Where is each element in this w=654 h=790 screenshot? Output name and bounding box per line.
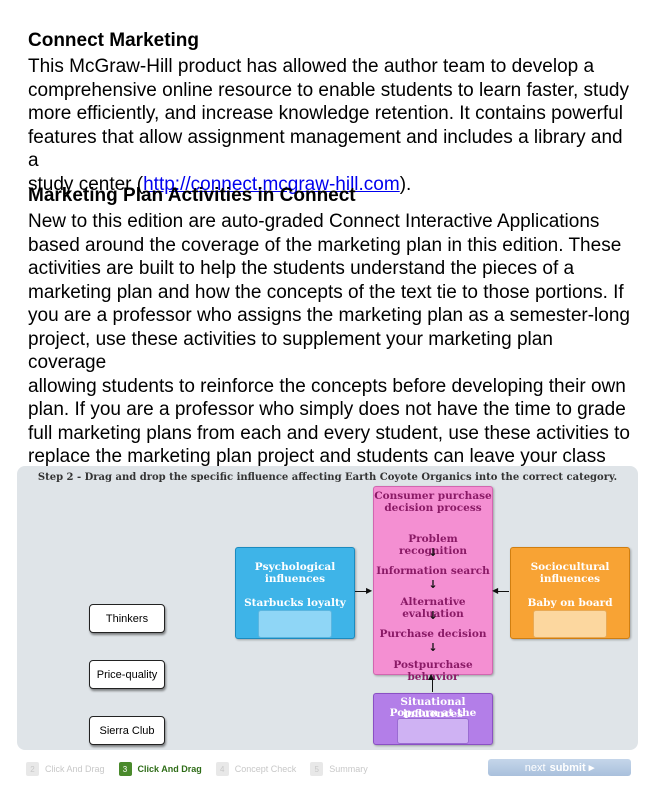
drag-drop-activity-panel: Step 2 - Drag and drop the specific infl… xyxy=(17,466,638,750)
draggable-thinkers[interactable]: Thinkers xyxy=(89,604,165,633)
paragraph-line: comprehensive online resource to enable … xyxy=(28,79,629,101)
step-label[interactable]: Click And Drag xyxy=(45,764,105,774)
step-label-current[interactable]: Click And Drag xyxy=(137,764,202,774)
psychological-title-line: Psychological xyxy=(254,561,336,573)
draggable-sierra-club[interactable]: Sierra Club xyxy=(89,716,165,745)
draggable-price-quality[interactable]: Price-quality xyxy=(89,660,165,689)
paragraph-line: more efficiently, and increase knowledge… xyxy=(28,103,623,124)
paragraph-line: replace the marketing plan project and s… xyxy=(28,446,606,467)
down-arrow-icon: ↓ xyxy=(428,609,438,622)
paragraph-line: activities are built to help the student… xyxy=(28,258,575,279)
step-number-current[interactable]: 3 xyxy=(118,762,132,776)
decision-step: Postpurchase behavior xyxy=(393,659,473,683)
paragraph-line: marketing plan and how the concepts of t… xyxy=(28,281,624,303)
submit-label: submit ▸ xyxy=(549,762,595,774)
paragraph-line: This McGraw-Hill product has allowed the… xyxy=(28,56,595,77)
sociocultural-influences-box: Sociocultural influences Baby on board xyxy=(510,547,630,639)
step-label[interactable]: Concept Check xyxy=(234,764,297,774)
psychological-item: Starbucks loyalty xyxy=(244,597,346,609)
next-submit-button[interactable]: next submit ▸ xyxy=(488,759,631,776)
paragraph-connect-marketing: This McGraw-Hill product has allowed the… xyxy=(28,55,634,196)
step-label[interactable]: Summary xyxy=(329,764,368,774)
left-arrow-icon: ◀ xyxy=(492,586,499,595)
connector-line xyxy=(355,591,370,592)
paragraph-marketing-plan-activities: New to this edition are auto-graded Conn… xyxy=(28,210,634,492)
paragraph-line: plan. If you are a professor who simply … xyxy=(28,399,626,420)
sociocultural-item: Baby on board xyxy=(527,597,613,609)
connect-link[interactable]: http://connect.mcgraw-hill.com xyxy=(143,173,400,195)
section-title-connect-marketing: Connect Marketing xyxy=(28,30,200,51)
consumer-title-line: decision process xyxy=(384,502,482,514)
paragraph-line: you are a professor who assigns the mark… xyxy=(28,305,630,326)
up-arrow-icon: ▲ xyxy=(428,672,435,681)
paragraph-line: full marketing plans from each and every… xyxy=(28,422,630,444)
situational-influences-box: Situational influences Popcorn at the mo… xyxy=(373,693,493,745)
decision-step: Problem recognition xyxy=(398,533,468,557)
connector-line xyxy=(432,678,433,692)
decision-step: Purchase decision xyxy=(379,628,487,640)
connector-line xyxy=(496,591,509,592)
section-title-marketing-plan-activities: Marketing Plan Activities in Connect xyxy=(28,185,356,206)
decision-step: Alternative evaluation xyxy=(400,596,466,620)
psychological-drop-zone[interactable] xyxy=(258,610,332,638)
sociocultural-drop-zone[interactable] xyxy=(533,610,607,638)
activity-step-nav: 2 Click And Drag 3 Click And Drag 4 Conc… xyxy=(26,762,376,776)
situational-title: Situational influences xyxy=(400,696,466,720)
sociocultural-title-line: influences xyxy=(539,573,601,585)
right-arrow-icon: ▶ xyxy=(366,586,373,595)
situational-drop-zone[interactable] xyxy=(397,718,469,744)
step-number[interactable]: 4 xyxy=(215,762,229,776)
paragraph-line: ). xyxy=(399,173,412,195)
down-arrow-icon: ↓ xyxy=(428,641,438,654)
psychological-title-line: influences xyxy=(264,573,326,585)
paragraph-line: project, use these activities to supplem… xyxy=(28,328,553,374)
paragraph-line: allowing students to reinforce the conce… xyxy=(28,375,626,397)
down-arrow-icon: ↓ xyxy=(428,546,438,559)
paragraph-line: features that allow assignment managemen… xyxy=(28,126,623,172)
paragraph-line: study center ( xyxy=(28,173,144,195)
next-label: next xyxy=(524,761,546,774)
consumer-title-line: Consumer purchase xyxy=(374,490,492,502)
consumer-decision-process-box: Consumer purchase decision process Probl… xyxy=(373,486,493,683)
down-arrow-icon: ↓ xyxy=(428,578,438,591)
psychological-influences-box: Psychological influences Starbucks loyal… xyxy=(235,547,355,639)
paragraph-line: New to this edition are auto-graded Conn… xyxy=(28,211,600,232)
step-number[interactable]: 2 xyxy=(26,762,39,776)
decision-step: Information search xyxy=(376,565,490,577)
activity-instruction: Step 2 - Drag and drop the specific infl… xyxy=(37,472,618,483)
step-number[interactable]: 5 xyxy=(310,762,324,776)
sociocultural-title-line: Sociocultural xyxy=(530,561,610,573)
paragraph-line: based around the coverage of the marketi… xyxy=(28,234,622,256)
